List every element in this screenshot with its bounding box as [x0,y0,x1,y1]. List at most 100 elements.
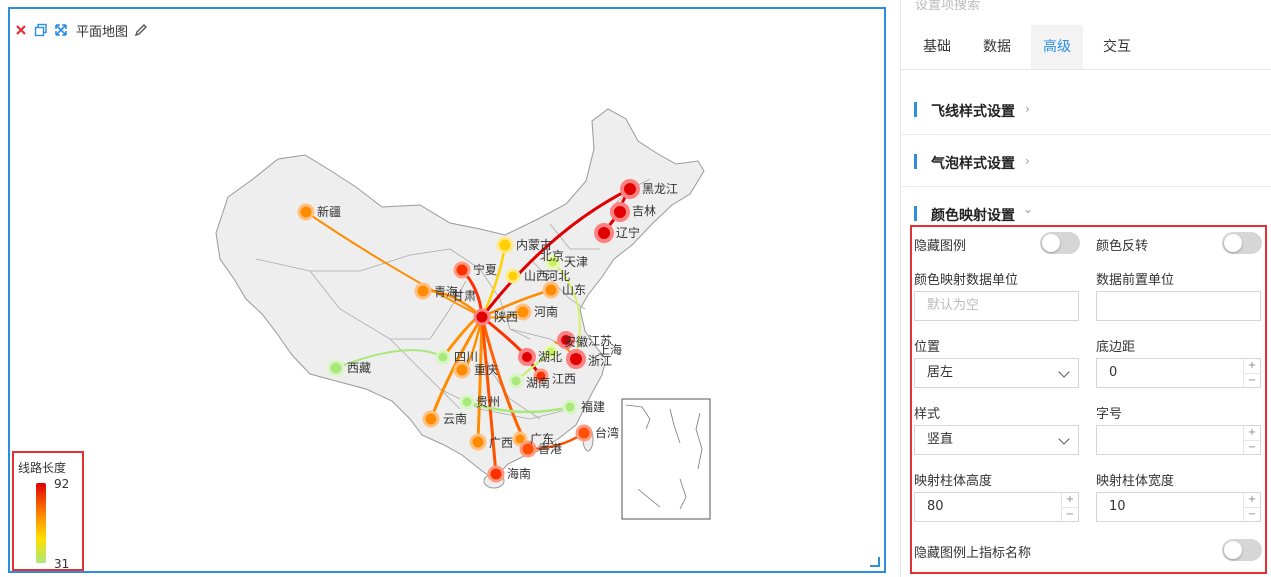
label-hunan: 湖南 [526,375,550,390]
reverse-color-label: 颜色反转 [1096,239,1149,254]
province-labels: 新疆 西藏 青海 甘肃 内蒙古 宁夏 陕西 山西 黑龙江 吉林 辽宁 北京 天津… [317,182,678,481]
chevron-down-icon [1058,433,1070,445]
reverse-color-toggle[interactable] [1222,232,1262,254]
label-zhejiang: 浙江 [588,354,612,368]
increment-button[interactable]: + [1247,427,1257,438]
hide-legend-toggle[interactable] [1040,232,1080,254]
fullscreen-icon[interactable] [54,23,68,37]
decrement-button[interactable]: − [1244,440,1260,455]
bubbles [297,179,640,483]
label-jiangxi: 江西 [552,372,576,386]
label-sichuan: 四川 [454,350,478,364]
china-outline [215,108,705,480]
label-jilin: 吉林 [632,204,656,218]
chevron-right-icon: › [1025,102,1030,116]
section-marker [914,154,917,169]
label-yunnan: 云南 [443,411,467,426]
bottom-margin-stepper[interactable]: 0 + − [1096,358,1261,388]
label-hubei: 湖北 [538,349,562,364]
bar-height-stepper[interactable]: 80 + − [914,492,1079,522]
label-gansu: 甘肃 [452,289,476,303]
decrement-button[interactable]: − [1244,373,1260,388]
edit-pencil-icon[interactable] [134,23,148,37]
label-anhui: 安徽 [564,334,588,349]
hide-indicator-name-toggle[interactable] [1222,539,1262,561]
prefix-unit-input[interactable] [1096,291,1261,321]
label-hebei: 河北 [546,269,570,283]
label-guangdong: 广东 [530,432,554,446]
position-label: 位置 [914,340,941,355]
chevron-right-icon: › [1025,154,1030,168]
section-flyline-title: 飞线样式设置 [931,104,1015,120]
label-tianjin: 天津 [564,255,588,269]
bar-width-stepper[interactable]: 10 + − [1096,492,1261,522]
label-hongkong: 香港 [538,442,562,456]
section-flyline[interactable]: 飞线样式设置 › [901,82,1271,135]
label-taiwan: 台湾 [595,425,619,440]
close-icon[interactable] [14,23,28,37]
label-shandong: 山东 [562,283,586,297]
stepper-buttons: + − [1243,493,1260,521]
bottom-margin-value: 0 [1109,365,1118,380]
tab-basic[interactable]: 基础 [923,39,951,55]
china-map: 新疆 西藏 青海 甘肃 内蒙古 宁夏 陕西 山西 黑龙江 吉林 辽宁 北京 天津… [215,108,711,520]
settings-tabs: 基础 数据 高级 交互 [901,25,1271,70]
map-canvas-panel[interactable]: 平面地图 [8,7,886,573]
settings-search-input[interactable]: 设置项搜索 [915,0,981,13]
label-xizang: 西藏 [347,361,371,375]
position-select-value: 居左 [927,365,954,380]
chevron-down-icon: ⌄ [1023,202,1034,216]
tab-data[interactable]: 数据 [983,39,1011,55]
label-ningxia: 宁夏 [473,262,497,277]
label-xinjiang: 新疆 [317,204,341,219]
label-shanxi: 山西 [524,269,548,283]
hide-legend-label: 隐藏图例 [914,239,967,254]
style-label: 样式 [914,407,941,422]
legend-gradient-bar [36,483,46,563]
resize-handle[interactable] [870,557,880,567]
label-hainan: 海南 [507,466,531,481]
bar-height-value: 80 [927,499,944,514]
label-shanghai: 上海 [598,342,622,357]
increment-button[interactable]: + [1065,494,1075,505]
section-marker [914,102,917,117]
increment-button[interactable]: + [1247,494,1257,505]
label-heilongjiang: 黑龙江 [642,182,678,196]
decrement-button[interactable]: − [1244,507,1260,522]
section-marker [914,206,917,221]
label-qinghai: 青海 [434,284,458,299]
section-colormap[interactable]: 颜色映射设置 ⌄ [901,186,1271,238]
tab-interaction[interactable]: 交互 [1103,39,1131,55]
colormap-settings-box: 隐藏图例 颜色反转 颜色映射数据单位 数据前置单位 默认为空 位置 底边距 居左… [910,225,1267,574]
section-colormap-title: 颜色映射设置 [931,208,1015,224]
tab-advanced[interactable]: 高级 [1031,25,1083,69]
color-legend: 线路长度 92 31 [12,451,84,571]
canvas-title: 平面地图 [76,24,129,40]
label-guangxi: 广西 [489,436,513,450]
legend-max-value: 92 [54,477,70,491]
label-liaoning: 辽宁 [616,225,640,240]
bar-width-value: 10 [1109,499,1126,514]
increment-button[interactable]: + [1247,360,1257,371]
prefix-unit-label: 数据前置单位 [1096,273,1175,288]
copy-icon[interactable] [34,23,48,37]
data-unit-input[interactable]: 默认为空 [914,291,1079,321]
stepper-buttons: + − [1243,426,1260,454]
section-bubble[interactable]: 气泡样式设置 › [901,134,1271,187]
label-chongqing: 重庆 [474,363,498,377]
decrement-button[interactable]: − [1062,507,1078,522]
legend-title: 线路长度 [18,461,67,475]
legend-min-value: 31 [54,557,70,571]
label-henan: 河南 [534,304,558,319]
label-jiangsu: 江苏 [588,334,612,348]
chevron-down-icon [1058,366,1070,378]
label-neimenggu: 内蒙古 [516,237,552,252]
style-select[interactable]: 竖直 [914,425,1079,455]
label-guizhou: 贵州 [476,395,500,409]
hide-indicator-name-label: 隐藏图例上指标名称 [914,546,1032,561]
font-size-stepper[interactable]: + − [1096,425,1261,455]
bar-height-label: 映射柱体高度 [914,474,993,489]
south-china-sea-inset [621,398,711,520]
label-fujian: 福建 [581,399,605,414]
position-select[interactable]: 居左 [914,358,1079,388]
